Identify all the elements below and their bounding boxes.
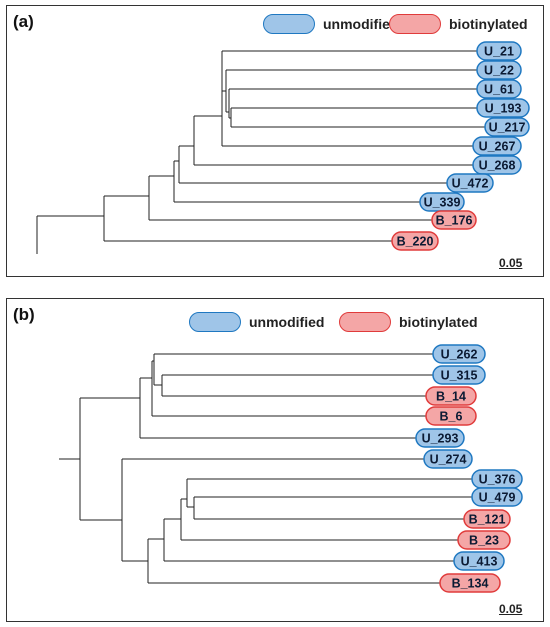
legend-swatch-biotinylated (339, 312, 391, 332)
tip-name: U_479 (479, 491, 516, 505)
tip-name: U_61 (484, 83, 514, 97)
phylogenetic-tree: U_262 U_315 B_14 B_6 U_293 U_274 U_376 U_479 B_1… (59, 344, 523, 593)
legend-unmodified: unmodified (263, 14, 398, 34)
tip-name: U_267 (479, 140, 516, 154)
tip-pill (463, 509, 511, 529)
tip-label-u-217: U_217 (484, 117, 530, 137)
tip-name: U_268 (479, 159, 516, 173)
tip-label-u-339: U_339 (419, 192, 465, 212)
tip-label-b-220: B_220 (391, 231, 439, 251)
tip-pill (476, 60, 522, 80)
tip-name: B_121 (469, 513, 506, 527)
panel-label: (a) (13, 12, 34, 31)
tip-pill (423, 449, 473, 469)
tip-label-u-21: U_21 (476, 41, 522, 61)
panel-label: (b) (13, 305, 35, 324)
tip-label-u-479: U_479 (471, 487, 523, 507)
tip-label-u-274: U_274 (423, 449, 473, 469)
tip-label-b-176: B_176 (431, 210, 477, 230)
tip-name: U_472 (452, 177, 489, 191)
tip-label-b-14: B_14 (425, 386, 477, 406)
tip-name: B_23 (469, 534, 499, 548)
tip-pill (472, 136, 522, 156)
legend-biotinylated: biotinylated (339, 312, 478, 332)
panel-a: (a) unmodified biotinylated U_21 U_22 U_61… (6, 5, 544, 277)
legend-label-unmodified: unmodified (249, 314, 325, 330)
tip-pill (391, 231, 439, 251)
tip-pill (476, 79, 522, 99)
tip-name: U_193 (485, 102, 522, 116)
tip-label-b-23: B_23 (457, 530, 511, 550)
legend-swatch-biotinylated (389, 14, 441, 34)
tip-label-b-6: B_6 (425, 406, 477, 426)
tip-label-b-121: B_121 (463, 509, 511, 529)
legend-swatch-unmodified (189, 312, 241, 332)
tip-pill (476, 41, 522, 61)
tip-name: B_6 (440, 410, 463, 424)
tip-pill (446, 173, 494, 193)
tip-name: U_293 (422, 432, 459, 446)
tip-pill (476, 98, 530, 118)
tip-pill (432, 365, 486, 385)
legend-label-biotinylated: biotinylated (399, 314, 478, 330)
tip-label-u-376: U_376 (471, 469, 523, 489)
legend-label-biotinylated: biotinylated (449, 16, 528, 32)
tip-name: U_262 (441, 348, 478, 362)
tip-label-u-267: U_267 (472, 136, 522, 156)
tip-label-u-315: U_315 (432, 365, 486, 385)
tip-pill (432, 344, 486, 364)
tip-name: U_339 (424, 196, 461, 210)
tip-pill (425, 406, 477, 426)
tip-name: B_134 (452, 577, 489, 591)
scale-bar-label: 0.05 (499, 256, 523, 270)
legend-unmodified: unmodified (189, 312, 324, 332)
phylogenetic-tree: U_21 U_22 U_61 U_193 U_217 U_267 U_268 U_472 U_3… (36, 41, 530, 254)
tip-pill (439, 573, 501, 593)
tip-pill (415, 428, 465, 448)
tip-name: U_22 (484, 64, 514, 78)
tip-label-u-22: U_22 (476, 60, 522, 80)
tip-pill (471, 487, 523, 507)
tip-label-u-262: U_262 (432, 344, 486, 364)
tip-pill (431, 210, 477, 230)
tip-label-u-268: U_268 (472, 155, 522, 175)
tip-pill (457, 530, 511, 550)
tip-name: U_274 (430, 453, 467, 467)
tip-label-u-293: U_293 (415, 428, 465, 448)
scale-bar-label: 0.05 (499, 602, 523, 616)
tip-name: U_21 (484, 45, 514, 59)
panel-b: (b) unmodified biotinylated U_262 U_315 B_… (6, 298, 544, 622)
tip-name: U_315 (441, 369, 478, 383)
legend-biotinylated: biotinylated (389, 14, 528, 34)
tip-label-u-193: U_193 (476, 98, 530, 118)
tip-pill (484, 117, 530, 137)
tip-label-u-472: U_472 (446, 173, 494, 193)
tip-name: U_413 (461, 555, 498, 569)
tip-label-u-413: U_413 (453, 551, 505, 571)
tip-name: B_220 (397, 235, 434, 249)
tip-label-b-134: B_134 (439, 573, 501, 593)
tip-label-u-61: U_61 (476, 79, 522, 99)
legend-label-unmodified: unmodified (323, 16, 399, 32)
tip-pill (472, 155, 522, 175)
tip-pill (425, 386, 477, 406)
legend-swatch-unmodified (263, 14, 315, 34)
tip-name: B_176 (436, 214, 473, 228)
tip-name: U_376 (479, 473, 516, 487)
tip-name: B_14 (436, 390, 466, 404)
tip-pill (453, 551, 505, 571)
tip-name: U_217 (489, 121, 526, 135)
